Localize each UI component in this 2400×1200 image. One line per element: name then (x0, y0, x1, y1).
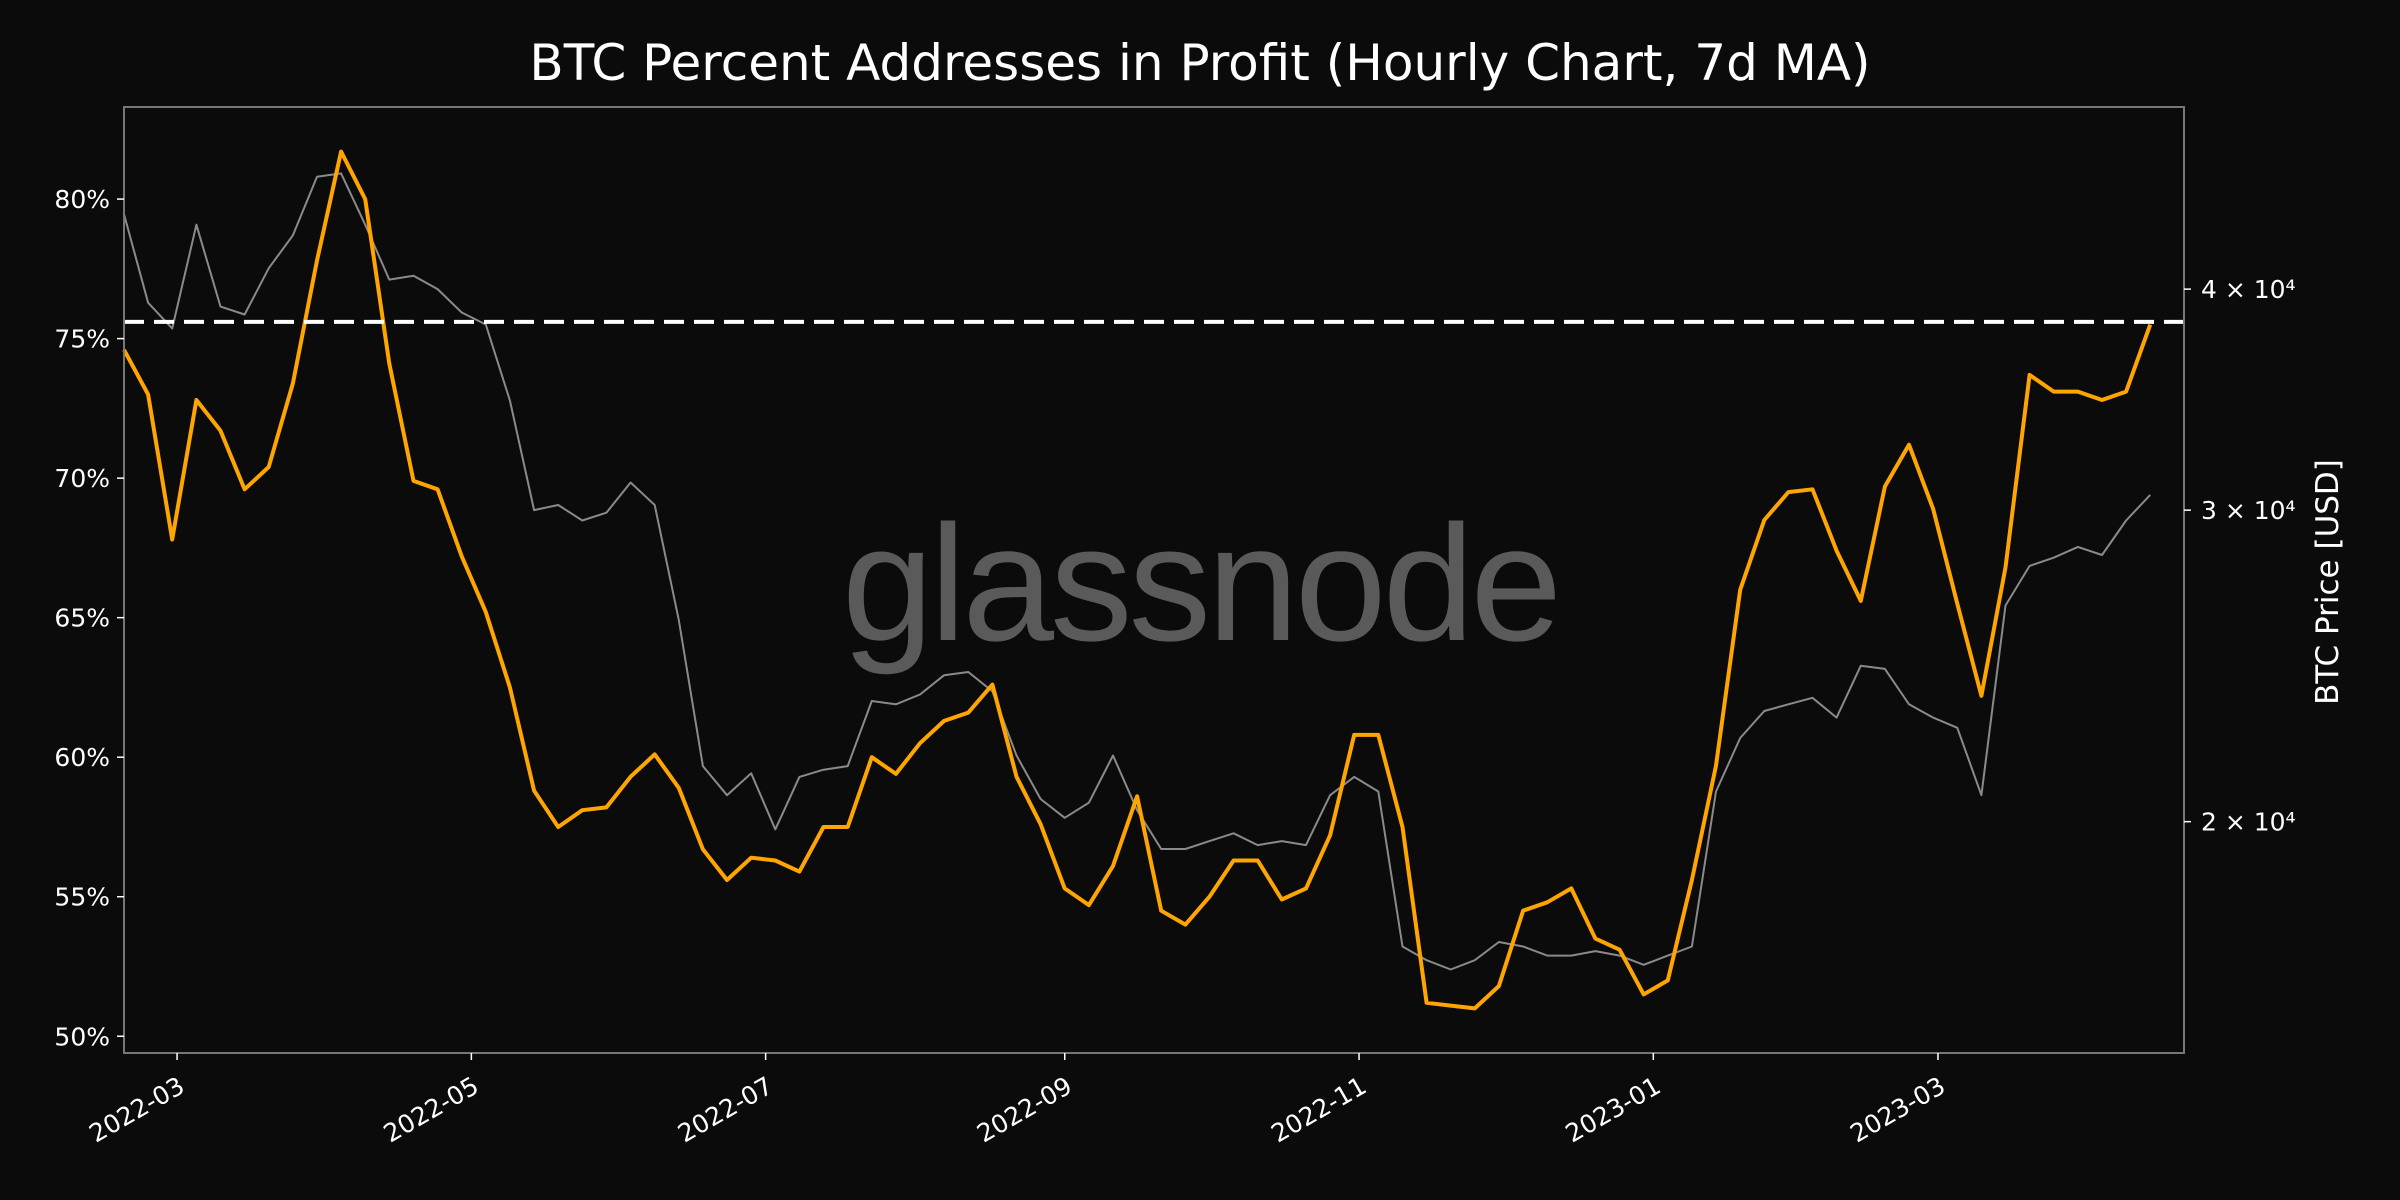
y-left-tick-label: 80% (54, 185, 110, 214)
y-right-tick-label: 2 × 10⁴ (2201, 808, 2296, 837)
watermark-logo: glassnode (842, 491, 1558, 675)
series-layer (122, 149, 2153, 1011)
btc-price-line (123, 172, 2151, 971)
y-left-tick-label: 70% (54, 464, 110, 493)
right-axis-label: BTC Price [USD] (2310, 459, 2346, 705)
y-right-tick-label: 4 × 10⁴ (2201, 275, 2296, 304)
y-right-tick-label: 3 × 10⁴ (2201, 496, 2296, 525)
y-left-tick-label: 65% (54, 604, 110, 633)
plot-frame (123, 106, 2185, 1054)
y-left-tick-label: 75% (54, 325, 110, 354)
y-left-tick-label: 50% (54, 1022, 110, 1051)
percent-in-profit-line (122, 149, 2153, 1011)
y-left-tick-label: 60% (54, 743, 110, 772)
chart-title: BTC Percent Addresses in Profit (Hourly … (529, 34, 1870, 92)
y-left-tick-label: 55% (54, 883, 110, 912)
